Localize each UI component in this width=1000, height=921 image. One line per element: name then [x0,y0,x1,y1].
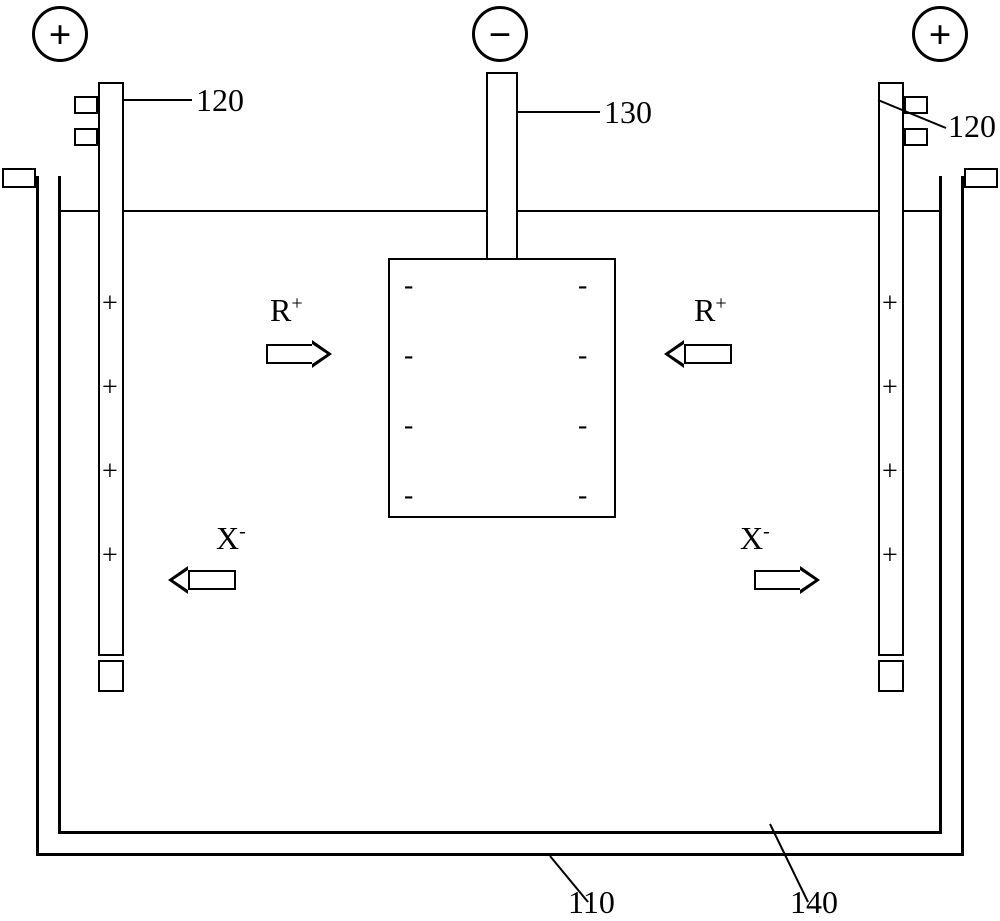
label-x-minus-left: X- [216,520,246,557]
label-120-left: 120 [196,82,244,119]
anode-right-mark-1 [904,96,928,114]
label-r-plus-right: R+ [694,292,727,329]
label-x-minus-right: X- [740,520,770,557]
label-130: 130 [604,94,652,131]
anode-right-plus-2: + [882,372,898,404]
wall-mark-outer-left [2,168,36,188]
diagram-canvas: + − + + + + + + + + + - - - - - - - - R+… [0,0,1000,920]
tank-bottom-outer [36,853,964,856]
label-r-plus-left: R+ [270,292,303,329]
cathode-minus-l4: - [404,480,413,512]
tank-inner-left [58,176,61,834]
tank-bottom-inner [58,831,942,834]
anode-right-bottom-mark [878,660,904,692]
label-140: 140 [790,884,838,921]
cathode-minus-r1: - [578,270,587,302]
cathode-rod [486,72,518,262]
anode-right-plus-1: + [882,288,898,320]
anode-left-plus-3: + [102,456,118,488]
anode-right-mark-2 [904,128,928,146]
tank-outer-right [961,176,964,856]
anode-left-plus-1: + [102,288,118,320]
label-120-right: 120 [948,108,996,145]
cathode-minus-r2: - [578,340,587,372]
anode-left-mark-2 [74,128,98,146]
cathode-minus-r4: - [578,480,587,512]
anode-left-bottom-mark [98,660,124,692]
polarity-left-plus: + [32,6,88,62]
wall-mark-outer-right [964,168,998,188]
polarity-center-minus: − [472,6,528,62]
cathode-minus-l3: - [404,410,413,442]
anode-left-plus-2: + [102,372,118,404]
anode-left-mark-1 [74,96,98,114]
anode-right-plus-3: + [882,456,898,488]
cathode-minus-l2: - [404,340,413,372]
tank-inner-right [939,176,942,834]
polarity-right-plus: + [912,6,968,62]
cathode-minus-l1: - [404,270,413,302]
anode-left-plus-4: + [102,540,118,572]
cathode-minus-r3: - [578,410,587,442]
tank-outer-left [36,176,39,856]
label-110: 110 [568,884,615,921]
anode-right-plus-4: + [882,540,898,572]
